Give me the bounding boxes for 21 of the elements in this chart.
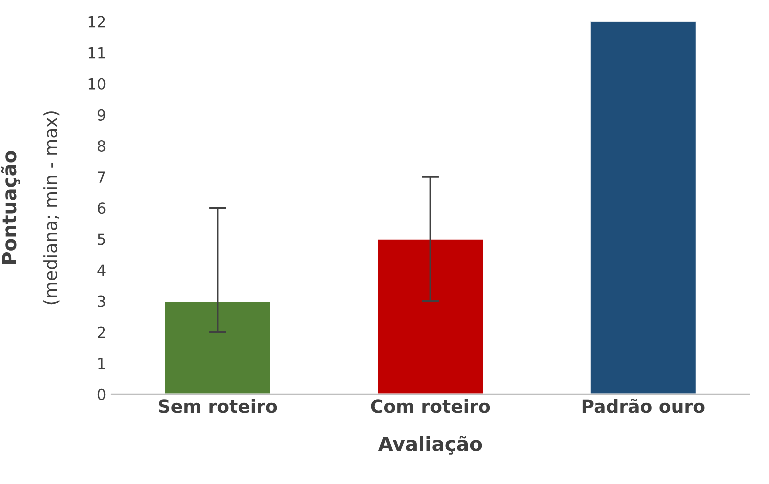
y-tick-label: 4: [98, 264, 106, 276]
y-tick-label: 3: [98, 296, 106, 308]
bar: [590, 22, 698, 394]
x-tick-label: Com roteiro: [371, 399, 490, 414]
x-tick-label: Sem roteiro: [159, 399, 278, 414]
y-tick-label: 1: [98, 358, 106, 370]
y-tick-label: 11: [88, 48, 106, 59]
y-tick-label: 6: [98, 202, 106, 214]
bar: [164, 300, 272, 394]
y-tick-label: 0: [98, 388, 106, 400]
y-tick-label: 12: [88, 16, 106, 28]
x-tick-label: Padrão ouro: [582, 398, 705, 414]
y-axis-title: Pontuação (mediana; min - max): [1, 112, 60, 305]
x-axis-title: Avaliação: [378, 436, 482, 455]
y-tick-label: 7: [98, 172, 106, 183]
y-tick-label: 5: [98, 234, 106, 246]
y-tick-label: 2: [98, 326, 106, 338]
y-tick-label: 9: [98, 109, 106, 121]
bar: [376, 238, 485, 394]
y-tick-label: 8: [98, 140, 106, 152]
y-tick-label: 10: [88, 78, 106, 90]
